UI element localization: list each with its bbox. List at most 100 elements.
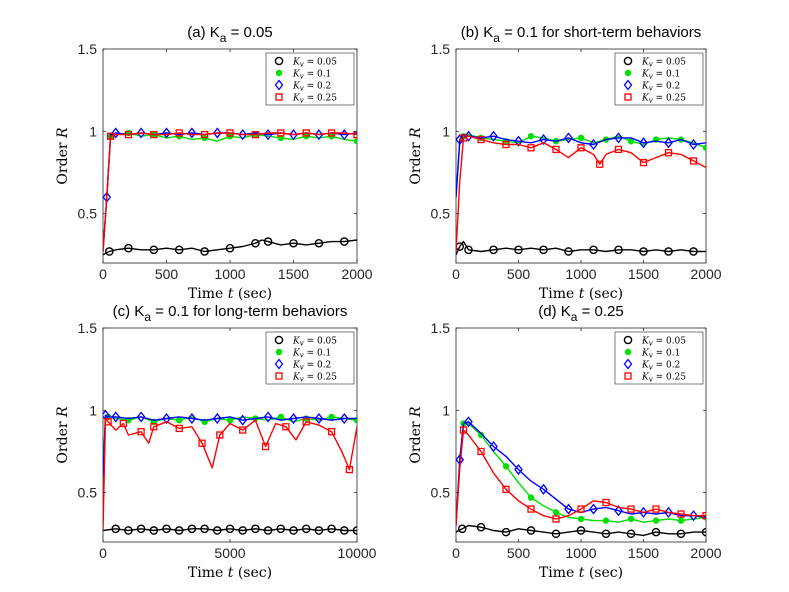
data-point: [327, 524, 336, 534]
data-point: [276, 524, 286, 534]
data-point: [477, 135, 485, 144]
legend-marker: [623, 56, 633, 66]
data-point: [477, 431, 485, 439]
data-point: [501, 527, 511, 537]
data-point: [627, 505, 635, 513]
data-point: [689, 138, 698, 151]
x-tick-label: 1500: [628, 545, 659, 561]
panel-b: 0 500 1000 1500 2000 0.5 1 1.5 (b) Ka = 0.1 for …: [408, 24, 722, 302]
data-point: [514, 135, 523, 147]
x-tick-label: 500: [507, 545, 531, 561]
data-point: [175, 424, 183, 433]
data-point: [457, 524, 467, 534]
data-point: [527, 144, 535, 152]
y-tick-label: 1: [442, 123, 450, 139]
data-point: [106, 132, 115, 140]
chart-title: (a) Ka = 0.05: [187, 24, 273, 45]
data-point: [314, 238, 324, 248]
series-line: [456, 135, 706, 252]
data-point: [200, 247, 209, 256]
data-point: [489, 245, 498, 255]
data-point: [111, 127, 121, 139]
x-axis-label: Time t (sec): [539, 565, 623, 581]
series-group: [456, 416, 706, 539]
data-point: [263, 526, 273, 535]
series-line: [456, 524, 706, 537]
legend-label: Kv = 0.2: [292, 361, 331, 372]
chart-title: (d) Ka = 0.25: [538, 303, 624, 324]
data-point: [651, 527, 661, 537]
data-point: [314, 412, 324, 425]
legend-label: Kv = 0.05: [292, 337, 337, 348]
data-point: [456, 133, 465, 146]
data-point: [226, 416, 234, 424]
data-point: [677, 510, 685, 518]
data-point: [238, 414, 248, 426]
data-point: [104, 418, 112, 426]
x-tick-label: 10000: [338, 545, 377, 561]
data-point: [514, 245, 523, 255]
data-point: [652, 517, 660, 524]
data-point: [502, 140, 510, 149]
data-point: [677, 517, 685, 524]
series-line: [456, 429, 706, 526]
data-point: [464, 245, 473, 255]
data-point: [689, 247, 698, 256]
data-point: [614, 245, 623, 255]
data-point: [238, 129, 248, 141]
data-point: [539, 245, 548, 255]
data-point: [577, 144, 585, 152]
chart-title: (b) Ka = 0.1 for short-term behaviors: [461, 24, 702, 45]
data-point: [198, 439, 206, 447]
data-point: [589, 245, 598, 255]
x-tick-label: 500: [155, 266, 179, 282]
data-point: [701, 527, 706, 537]
data-point: [614, 145, 623, 154]
data-point: [225, 524, 235, 534]
data-point: [251, 130, 260, 139]
legend-box: [265, 52, 355, 106]
series-group: [456, 130, 706, 256]
data-point: [502, 463, 510, 470]
legend-marker: [275, 372, 283, 380]
data-point: [489, 130, 498, 142]
y-tick-label: 1.5: [431, 41, 451, 57]
data-point: [627, 515, 635, 523]
data-point: [552, 145, 560, 154]
legend-marker: [274, 79, 284, 91]
data-point: [577, 515, 585, 523]
x-tick-label: 0: [99, 266, 107, 282]
y-tick-label: 1: [442, 402, 450, 418]
data-point: [277, 129, 285, 137]
series-group: [103, 127, 357, 256]
legend-box: [614, 52, 704, 106]
data-point: [639, 506, 648, 518]
x-tick-label: 0: [99, 545, 107, 561]
data-point: [664, 506, 673, 518]
panel-d: 0 500 1000 1500 2000 0.5 1 1.5 (d) Ka = 0.25 Time…: [408, 303, 722, 581]
series-line: [103, 239, 357, 256]
data-point: [576, 526, 586, 535]
data-point: [111, 524, 120, 534]
data-point: [277, 413, 284, 421]
x-tick-label: 1500: [628, 266, 659, 282]
legend-marker: [623, 335, 633, 345]
series-line: [103, 132, 357, 252]
legend-label: Kv = 0.1: [292, 70, 331, 81]
data-point: [238, 526, 247, 535]
legend-marker: [624, 69, 632, 77]
data-point: [639, 137, 648, 149]
y-tick-label: 1.5: [78, 41, 98, 57]
x-tick-label: 0: [452, 545, 460, 561]
data-point: [225, 243, 235, 253]
legend-marker: [275, 69, 283, 77]
data-point: [459, 426, 468, 434]
legend-marker: [623, 358, 633, 370]
data-point: [174, 245, 184, 255]
data-point: [564, 132, 573, 144]
data-point: [200, 524, 209, 534]
y-tick-label: 0.5: [431, 485, 451, 501]
data-point: [464, 416, 473, 428]
